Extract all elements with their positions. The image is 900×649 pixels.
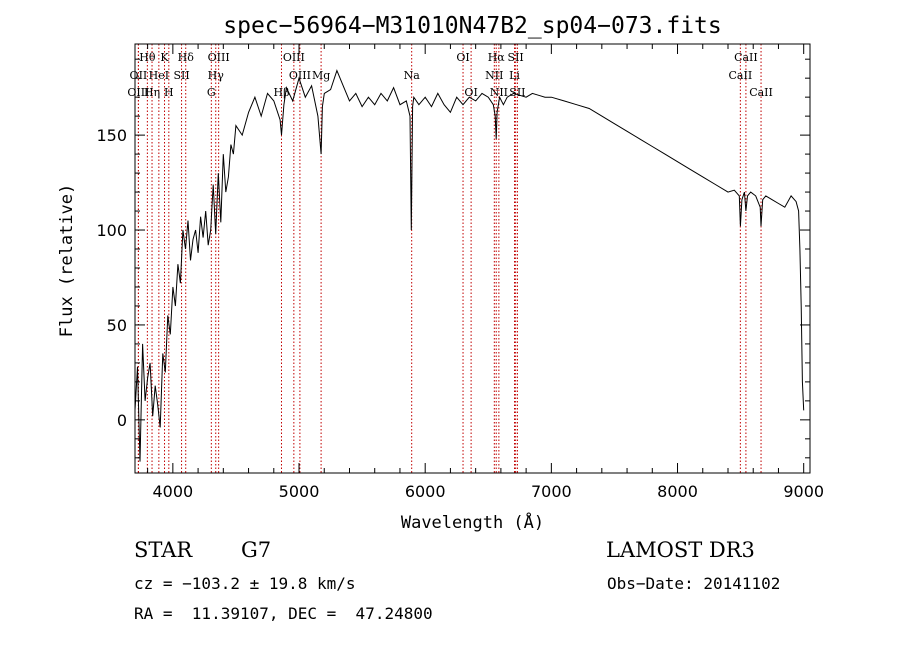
x-axis-label: Wavelength (Å): [401, 511, 544, 533]
x-tick-label-1: 5000: [279, 482, 320, 501]
line-label-11: G: [207, 86, 216, 99]
y-tick-label-3: 150: [96, 126, 127, 145]
line-label-17: OI: [456, 51, 469, 64]
line-label-4: HeI: [149, 69, 169, 82]
line-label-27: CaII: [749, 86, 773, 99]
line-label-10: Hγ: [208, 69, 225, 82]
line-label-0: Hθ: [139, 51, 156, 64]
y-tick-label-2: 100: [96, 221, 127, 240]
y-axis-label: Flux (relative): [57, 184, 77, 338]
spectrum-line: [135, 69, 805, 462]
x-tick-label-4: 8000: [657, 482, 698, 501]
observation-date: Obs−Date: 20141102: [607, 574, 781, 593]
x-tick-label-0: 4000: [152, 482, 193, 501]
chart-title: spec−56964−M31010N47B2_sp04−073.fits: [223, 13, 722, 39]
y-tick-label-0: 0: [117, 411, 127, 430]
spectral-subclass: G7: [241, 538, 272, 562]
line-label-16: Na: [404, 69, 421, 82]
redshift-cz: cz = −103.2 ± 19.8 km/s: [134, 574, 356, 593]
line-label-20: SII: [508, 51, 524, 64]
line-label-15: Mg: [312, 69, 330, 82]
line-label-21: NII: [485, 69, 503, 82]
line-label-2: OIII: [127, 86, 149, 99]
line-label-23: NII: [490, 86, 508, 99]
line-label-18: OI: [464, 86, 477, 99]
x-tick-label-3: 7000: [531, 482, 572, 501]
line-label-22: Li: [509, 69, 520, 82]
line-label-5: Hη: [144, 86, 160, 99]
line-label-26: CaII: [729, 69, 753, 82]
line-label-24: SII: [509, 86, 525, 99]
line-label-7: SII: [173, 69, 189, 82]
survey-name: LAMOST DR3: [606, 538, 755, 562]
line-label-3: K: [160, 51, 169, 64]
x-tick-label-5: 9000: [783, 482, 824, 501]
line-label-12: OIII: [283, 51, 305, 64]
line-label-14: Hβ: [274, 86, 290, 99]
x-tick-label-2: 6000: [405, 482, 446, 501]
line-label-19: Hα: [488, 51, 506, 64]
line-label-1: OII: [130, 69, 148, 82]
object-type: STAR: [134, 538, 193, 562]
line-label-25: CaII: [734, 51, 758, 64]
plot-frame: [134, 43, 811, 474]
y-tick-label-1: 50: [107, 316, 127, 335]
line-label-13: OIII: [289, 69, 311, 82]
line-label-6: H: [164, 86, 174, 99]
ra-dec: RA = 11.39107, DEC = 47.24800: [134, 604, 433, 623]
line-label-8: Hδ: [178, 51, 195, 64]
line-label-9: OIII: [208, 51, 230, 64]
